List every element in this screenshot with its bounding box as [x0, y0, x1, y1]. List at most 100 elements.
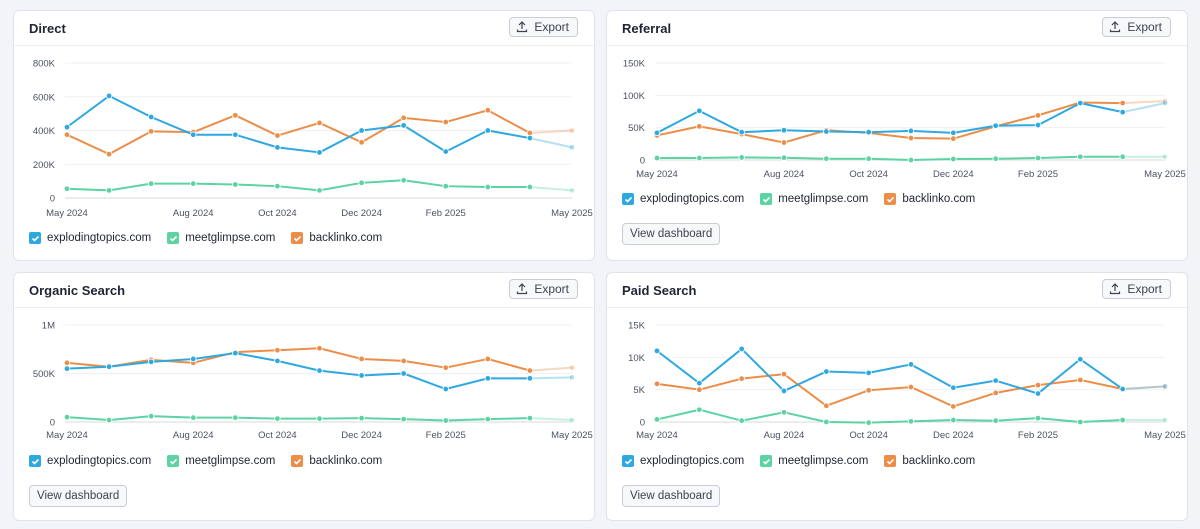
data-point-backlinko	[865, 387, 872, 394]
x-tick-label: May 2024	[46, 430, 88, 441]
data-point-backlinko	[696, 123, 703, 130]
series-line-backlinko	[656, 101, 1123, 144]
data-point-meetglimpse	[442, 417, 449, 424]
data-point-meetglimpse	[865, 155, 872, 162]
data-point-backlinko	[1161, 383, 1169, 390]
legend-item-backlinko[interactable]: backlinko.com	[291, 455, 382, 467]
data-point-explodingtopics	[823, 368, 830, 375]
data-point-explodingtopics	[316, 149, 323, 156]
data-point-meetglimpse	[400, 415, 407, 423]
data-point-backlinko	[400, 357, 407, 365]
legend-label: backlinko.com	[309, 232, 383, 244]
data-point-backlinko	[358, 355, 365, 363]
series-projection-explodingtopics	[1122, 102, 1166, 114]
checkbox-checked-icon	[291, 455, 304, 467]
data-point-explodingtopics	[147, 113, 155, 121]
y-tick-label: 400K	[33, 126, 56, 137]
x-tick-label: Dec 2024	[933, 169, 974, 180]
data-point-backlinko	[780, 139, 788, 146]
data-point-meetglimpse	[63, 185, 71, 192]
data-point-explodingtopics	[1034, 390, 1042, 397]
chart-legend: explodingtopics.com meetglimpse.com back…	[622, 193, 975, 205]
data-point-backlinko	[780, 370, 788, 378]
export-button[interactable]: Export	[1102, 279, 1171, 299]
x-tick-label: Oct 2024	[258, 430, 297, 441]
x-tick-label: May 2025	[1144, 430, 1186, 441]
y-tick-label: 200K	[33, 160, 56, 171]
y-tick-label: 100K	[623, 91, 646, 102]
export-button[interactable]: Export	[509, 17, 578, 37]
data-point-backlinko	[1077, 376, 1084, 384]
series-line-meetglimpse	[66, 179, 530, 192]
checkbox-checked-icon	[167, 455, 180, 467]
data-point-meetglimpse	[358, 414, 365, 422]
x-tick-label: Dec 2024	[341, 208, 382, 219]
export-label: Export	[534, 20, 569, 34]
data-point-explodingtopics	[865, 128, 872, 136]
data-point-explodingtopics	[1077, 356, 1084, 363]
data-point-meetglimpse	[823, 418, 830, 426]
data-point-backlinko	[147, 128, 155, 135]
data-point-meetglimpse	[232, 181, 239, 188]
checkbox-checked-icon	[884, 193, 897, 205]
paid-search-chart: 0 5K 10K 15K May 2024 Aug 2024 Oct 2024 Dec 202…	[628, 321, 1186, 442]
upload-icon	[517, 283, 528, 295]
legend-item-backlinko[interactable]: backlinko.com	[884, 455, 975, 467]
export-button[interactable]: Export	[1102, 17, 1171, 37]
y-tick-label: 15K	[628, 321, 646, 332]
series-line-explodingtopics	[66, 352, 530, 391]
organic-search-chart: 0 500K 1M May 2024 Aug 2024 Oct 2024 Dec 2024 F…	[33, 321, 593, 442]
view-dashboard-button[interactable]: View dashboard	[29, 485, 128, 507]
data-point-explodingtopics	[780, 387, 788, 395]
export-button[interactable]: Export	[509, 279, 578, 299]
data-point-meetglimpse	[400, 177, 407, 184]
view-dashboard-button[interactable]: View dashboard	[622, 485, 721, 507]
checkbox-checked-icon	[291, 232, 304, 244]
data-point-meetglimpse	[1077, 418, 1084, 426]
data-point-explodingtopics	[1119, 108, 1126, 116]
legend-item-meetglimpse[interactable]: meetglimpse.com	[167, 455, 275, 467]
data-point-backlinko	[950, 135, 957, 142]
data-point-explodingtopics	[653, 129, 661, 137]
data-point-backlinko	[274, 347, 281, 354]
data-point-meetglimpse	[105, 187, 113, 194]
legend-item-meetglimpse[interactable]: meetglimpse.com	[167, 232, 275, 244]
x-tick-label: Oct 2024	[849, 169, 888, 180]
series-line-explodingtopics	[656, 347, 1124, 395]
data-point-meetglimpse	[1119, 153, 1126, 160]
series-projection-explodingtopics	[1122, 385, 1166, 391]
data-point-meetglimpse	[568, 416, 576, 424]
data-point-explodingtopics	[526, 375, 534, 382]
paid-search-panel: Paid Search Export 0 5K 10K 15K May 2024 Aug …	[606, 272, 1188, 521]
data-point-meetglimpse	[653, 416, 661, 423]
view-dashboard-button[interactable]: View dashboard	[622, 223, 721, 245]
legend-item-explodingtopics[interactable]: explodingtopics.com	[29, 455, 151, 467]
legend-item-meetglimpse[interactable]: meetglimpse.com	[760, 193, 868, 205]
data-point-backlinko	[232, 112, 239, 119]
legend-label: backlinko.com	[309, 455, 383, 467]
data-point-meetglimpse	[992, 155, 999, 162]
y-tick-label: 600K	[33, 92, 56, 103]
data-point-explodingtopics	[526, 134, 534, 142]
data-point-meetglimpse	[1161, 416, 1169, 424]
y-tick-label: 800K	[33, 59, 56, 70]
data-point-backlinko	[738, 375, 745, 382]
data-point-meetglimpse	[526, 183, 534, 191]
chart-legend: explodingtopics.com meetglimpse.com back…	[29, 455, 382, 467]
legend-item-explodingtopics[interactable]: explodingtopics.com	[622, 193, 744, 205]
referral-chart: 0 50K 100K 150K May 2024 Aug 2024 Oct 2024 Dec …	[623, 59, 1186, 181]
checkbox-checked-icon	[622, 455, 634, 467]
x-tick-label: May 2025	[551, 208, 593, 219]
x-tick-label: Aug 2024	[764, 169, 805, 180]
data-point-meetglimpse	[738, 154, 745, 161]
data-point-backlinko	[1119, 99, 1126, 107]
data-point-explodingtopics	[823, 128, 830, 135]
x-tick-label: May 2024	[636, 430, 678, 441]
legend-item-backlinko[interactable]: backlinko.com	[291, 232, 382, 244]
y-tick-label: 0	[50, 418, 55, 429]
legend-item-explodingtopics[interactable]: explodingtopics.com	[622, 455, 744, 467]
legend-item-meetglimpse[interactable]: meetglimpse.com	[760, 455, 868, 467]
legend-item-explodingtopics[interactable]: explodingtopics.com	[29, 232, 151, 244]
panel-title: Paid Search	[622, 283, 697, 298]
legend-item-backlinko[interactable]: backlinko.com	[884, 193, 975, 205]
